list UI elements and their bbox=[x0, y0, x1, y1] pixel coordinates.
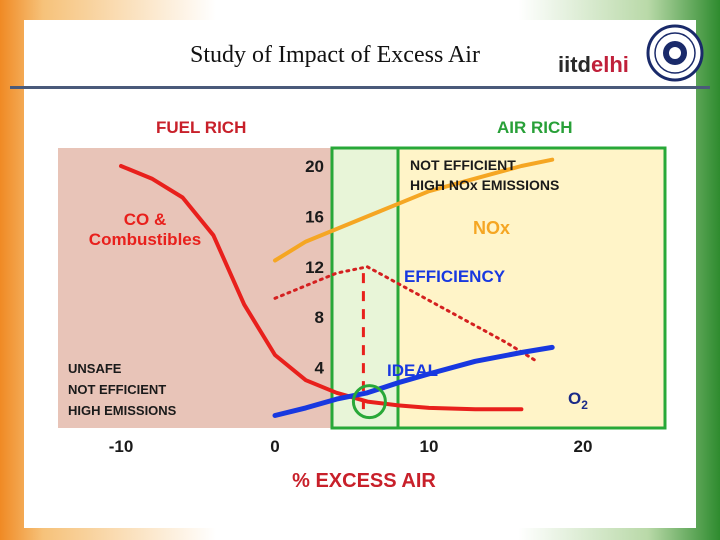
brand-part-2: elhi bbox=[591, 52, 629, 77]
x-tick-label-5: 20 bbox=[574, 437, 593, 456]
air-rich-region bbox=[398, 148, 665, 428]
series-line-o2 bbox=[272, 344, 555, 418]
unsafe-note-line-2: NOT EFFICIENT bbox=[68, 382, 166, 397]
series-line-efficiency bbox=[273, 265, 539, 363]
x-tick-label-3: 0 bbox=[270, 437, 279, 456]
brand-wordmark: iitdelhi bbox=[558, 52, 629, 78]
y-tick-label-4: 8 bbox=[315, 308, 324, 327]
fuel-rich-region bbox=[58, 148, 332, 428]
series-line-nox bbox=[273, 157, 555, 263]
x-tick-label-2: -10 bbox=[109, 437, 134, 456]
o2-subscript: 2 bbox=[581, 398, 588, 412]
title-divider bbox=[10, 86, 710, 89]
series-line-co-combustibles bbox=[119, 164, 524, 412]
x-tick-label-4: 10 bbox=[420, 437, 439, 456]
not-efficient-note-line-2: HIGH NOx EMISSIONS bbox=[410, 177, 559, 193]
unsafe-note-line-3: HIGH EMISSIONS bbox=[68, 403, 177, 418]
unsafe-note-line-1: UNSAFE bbox=[68, 361, 122, 376]
slide-title: Study of Impact of Excess Air bbox=[190, 42, 480, 68]
y-tick-label-3: 12 bbox=[305, 258, 324, 277]
iit-delhi-seal-icon bbox=[646, 24, 704, 82]
ideal-region bbox=[332, 148, 398, 428]
efficiency-label: EFFICIENCY bbox=[404, 267, 506, 286]
co-combustibles-label-line-2: Combustibles bbox=[89, 230, 201, 249]
fuel-rich-header: FUEL RICH bbox=[156, 118, 246, 137]
y-tick-label-1: 20 bbox=[305, 157, 324, 176]
y-tick-label-5: 4 bbox=[315, 359, 325, 378]
air-rich-border bbox=[330, 146, 667, 430]
y-tick-label-2: 16 bbox=[305, 207, 324, 226]
x-axis-label: % EXCESS AIR bbox=[292, 470, 436, 492]
not-efficient-note-line-1: NOT EFFICIENT bbox=[410, 157, 516, 173]
brand-part-1: iitd bbox=[558, 52, 591, 77]
co-combustibles-label-line-1: CO & bbox=[124, 210, 167, 229]
air-rich-header: AIR RICH bbox=[497, 118, 573, 137]
ideal-point-circle bbox=[351, 384, 387, 420]
ideal-label: IDEAL bbox=[387, 361, 438, 380]
nox-label: NOx bbox=[473, 218, 510, 238]
